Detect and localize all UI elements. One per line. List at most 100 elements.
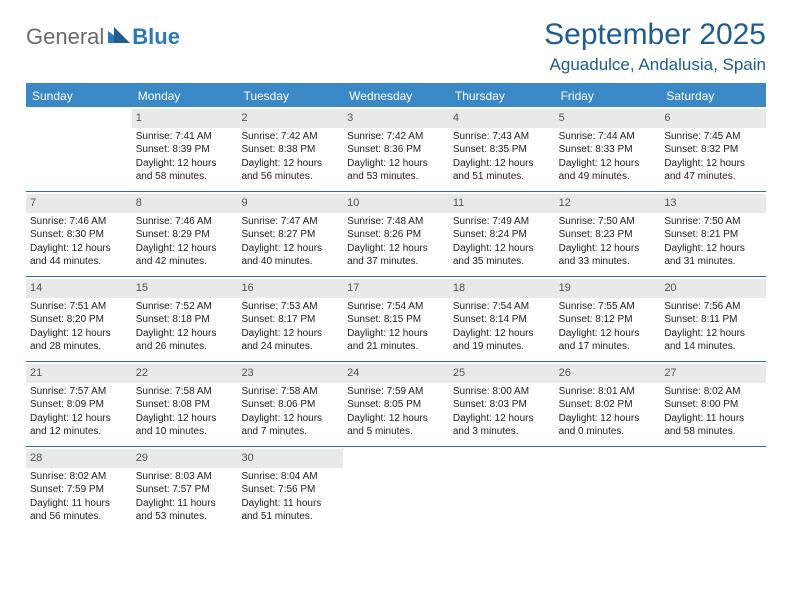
day-number: 6 [660, 109, 766, 128]
day-number: 4 [449, 109, 555, 128]
daylight-text: Daylight: 12 hours and 3 minutes. [453, 412, 551, 439]
daylight-text: Daylight: 12 hours and 51 minutes. [453, 157, 551, 184]
sunrise-text: Sunrise: 7:59 AM [347, 385, 445, 399]
daylight-text: Daylight: 12 hours and 58 minutes. [136, 157, 234, 184]
daylight-text: Daylight: 12 hours and 44 minutes. [30, 242, 128, 269]
sunset-text: Sunset: 8:03 PM [453, 398, 551, 412]
sunrise-text: Sunrise: 7:52 AM [136, 300, 234, 314]
day-number: 22 [132, 364, 238, 383]
day-cell: 2Sunrise: 7:42 AMSunset: 8:38 PMDaylight… [237, 107, 343, 191]
day-cell: 10Sunrise: 7:48 AMSunset: 8:26 PMDayligh… [343, 192, 449, 276]
daylight-text: Daylight: 12 hours and 47 minutes. [664, 157, 762, 184]
daylight-text: Daylight: 12 hours and 53 minutes. [347, 157, 445, 184]
daylight-text: Daylight: 12 hours and 17 minutes. [559, 327, 657, 354]
sunrise-text: Sunrise: 7:51 AM [30, 300, 128, 314]
sunset-text: Sunset: 8:33 PM [559, 143, 657, 157]
daylight-text: Daylight: 11 hours and 51 minutes. [241, 497, 339, 524]
calendar-page: General Blue September 2025 Aguadulce, A… [0, 0, 792, 612]
sunset-text: Sunset: 7:57 PM [136, 483, 234, 497]
day-number: 10 [343, 194, 449, 213]
day-cell: 9Sunrise: 7:47 AMSunset: 8:27 PMDaylight… [237, 192, 343, 276]
month-title: September 2025 [544, 18, 766, 52]
day-number: 14 [26, 279, 132, 298]
location-text: Aguadulce, Andalusia, Spain [544, 55, 766, 75]
day-cell: 16Sunrise: 7:53 AMSunset: 8:17 PMDayligh… [237, 277, 343, 361]
day-number: 15 [132, 279, 238, 298]
sunrise-text: Sunrise: 8:04 AM [241, 470, 339, 484]
daylight-text: Daylight: 12 hours and 19 minutes. [453, 327, 551, 354]
day-cell: 11Sunrise: 7:49 AMSunset: 8:24 PMDayligh… [449, 192, 555, 276]
day-cell: 22Sunrise: 7:58 AMSunset: 8:08 PMDayligh… [132, 362, 238, 446]
logo-text-blue: Blue [132, 24, 180, 50]
sunrise-text: Sunrise: 7:55 AM [559, 300, 657, 314]
day-cell [660, 447, 766, 531]
dow-thursday: Thursday [449, 85, 555, 107]
day-cell: 19Sunrise: 7:55 AMSunset: 8:12 PMDayligh… [555, 277, 661, 361]
day-cell: 24Sunrise: 7:59 AMSunset: 8:05 PMDayligh… [343, 362, 449, 446]
sunset-text: Sunset: 7:59 PM [30, 483, 128, 497]
day-cell: 21Sunrise: 7:57 AMSunset: 8:09 PMDayligh… [26, 362, 132, 446]
sunset-text: Sunset: 8:09 PM [30, 398, 128, 412]
week-row: 1Sunrise: 7:41 AMSunset: 8:39 PMDaylight… [26, 107, 766, 192]
day-of-week-header: Sunday Monday Tuesday Wednesday Thursday… [26, 85, 766, 107]
sunrise-text: Sunrise: 7:43 AM [453, 130, 551, 144]
sunset-text: Sunset: 8:08 PM [136, 398, 234, 412]
day-cell: 15Sunrise: 7:52 AMSunset: 8:18 PMDayligh… [132, 277, 238, 361]
daylight-text: Daylight: 12 hours and 33 minutes. [559, 242, 657, 269]
day-number: 19 [555, 279, 661, 298]
logo-text-general: General [26, 24, 104, 50]
daylight-text: Daylight: 12 hours and 24 minutes. [241, 327, 339, 354]
dow-saturday: Saturday [660, 85, 766, 107]
sunrise-text: Sunrise: 7:57 AM [30, 385, 128, 399]
day-cell [555, 447, 661, 531]
daylight-text: Daylight: 12 hours and 0 minutes. [559, 412, 657, 439]
sunset-text: Sunset: 8:15 PM [347, 313, 445, 327]
sunset-text: Sunset: 8:18 PM [136, 313, 234, 327]
day-number: 30 [237, 449, 343, 468]
day-number: 13 [660, 194, 766, 213]
day-number: 20 [660, 279, 766, 298]
sunrise-text: Sunrise: 7:53 AM [241, 300, 339, 314]
daylight-text: Daylight: 11 hours and 58 minutes. [664, 412, 762, 439]
sunset-text: Sunset: 8:35 PM [453, 143, 551, 157]
day-cell: 7Sunrise: 7:46 AMSunset: 8:30 PMDaylight… [26, 192, 132, 276]
sunset-text: Sunset: 8:38 PM [241, 143, 339, 157]
day-number: 1 [132, 109, 238, 128]
day-number: 7 [26, 194, 132, 213]
daylight-text: Daylight: 11 hours and 56 minutes. [30, 497, 128, 524]
daylight-text: Daylight: 12 hours and 31 minutes. [664, 242, 762, 269]
sunrise-text: Sunrise: 7:44 AM [559, 130, 657, 144]
sunset-text: Sunset: 8:30 PM [30, 228, 128, 242]
day-number: 29 [132, 449, 238, 468]
day-cell: 25Sunrise: 8:00 AMSunset: 8:03 PMDayligh… [449, 362, 555, 446]
day-number: 2 [237, 109, 343, 128]
day-cell: 13Sunrise: 7:50 AMSunset: 8:21 PMDayligh… [660, 192, 766, 276]
day-cell: 8Sunrise: 7:46 AMSunset: 8:29 PMDaylight… [132, 192, 238, 276]
daylight-text: Daylight: 12 hours and 7 minutes. [241, 412, 339, 439]
sunrise-text: Sunrise: 7:41 AM [136, 130, 234, 144]
sunrise-text: Sunrise: 8:00 AM [453, 385, 551, 399]
sunrise-text: Sunrise: 7:56 AM [664, 300, 762, 314]
sunrise-text: Sunrise: 7:54 AM [453, 300, 551, 314]
day-cell [449, 447, 555, 531]
sunset-text: Sunset: 8:06 PM [241, 398, 339, 412]
dow-wednesday: Wednesday [343, 85, 449, 107]
week-row: 21Sunrise: 7:57 AMSunset: 8:09 PMDayligh… [26, 362, 766, 447]
dow-tuesday: Tuesday [237, 85, 343, 107]
day-cell [343, 447, 449, 531]
day-number: 9 [237, 194, 343, 213]
day-number: 12 [555, 194, 661, 213]
sunrise-text: Sunrise: 8:02 AM [664, 385, 762, 399]
daylight-text: Daylight: 12 hours and 28 minutes. [30, 327, 128, 354]
week-row: 28Sunrise: 8:02 AMSunset: 7:59 PMDayligh… [26, 447, 766, 531]
day-cell: 28Sunrise: 8:02 AMSunset: 7:59 PMDayligh… [26, 447, 132, 531]
sunset-text: Sunset: 8:29 PM [136, 228, 234, 242]
day-number: 17 [343, 279, 449, 298]
sunrise-text: Sunrise: 7:49 AM [453, 215, 551, 229]
day-cell: 29Sunrise: 8:03 AMSunset: 7:57 PMDayligh… [132, 447, 238, 531]
dow-sunday: Sunday [26, 85, 132, 107]
sunset-text: Sunset: 8:11 PM [664, 313, 762, 327]
day-cell: 14Sunrise: 7:51 AMSunset: 8:20 PMDayligh… [26, 277, 132, 361]
sunset-text: Sunset: 8:21 PM [664, 228, 762, 242]
day-cell: 12Sunrise: 7:50 AMSunset: 8:23 PMDayligh… [555, 192, 661, 276]
